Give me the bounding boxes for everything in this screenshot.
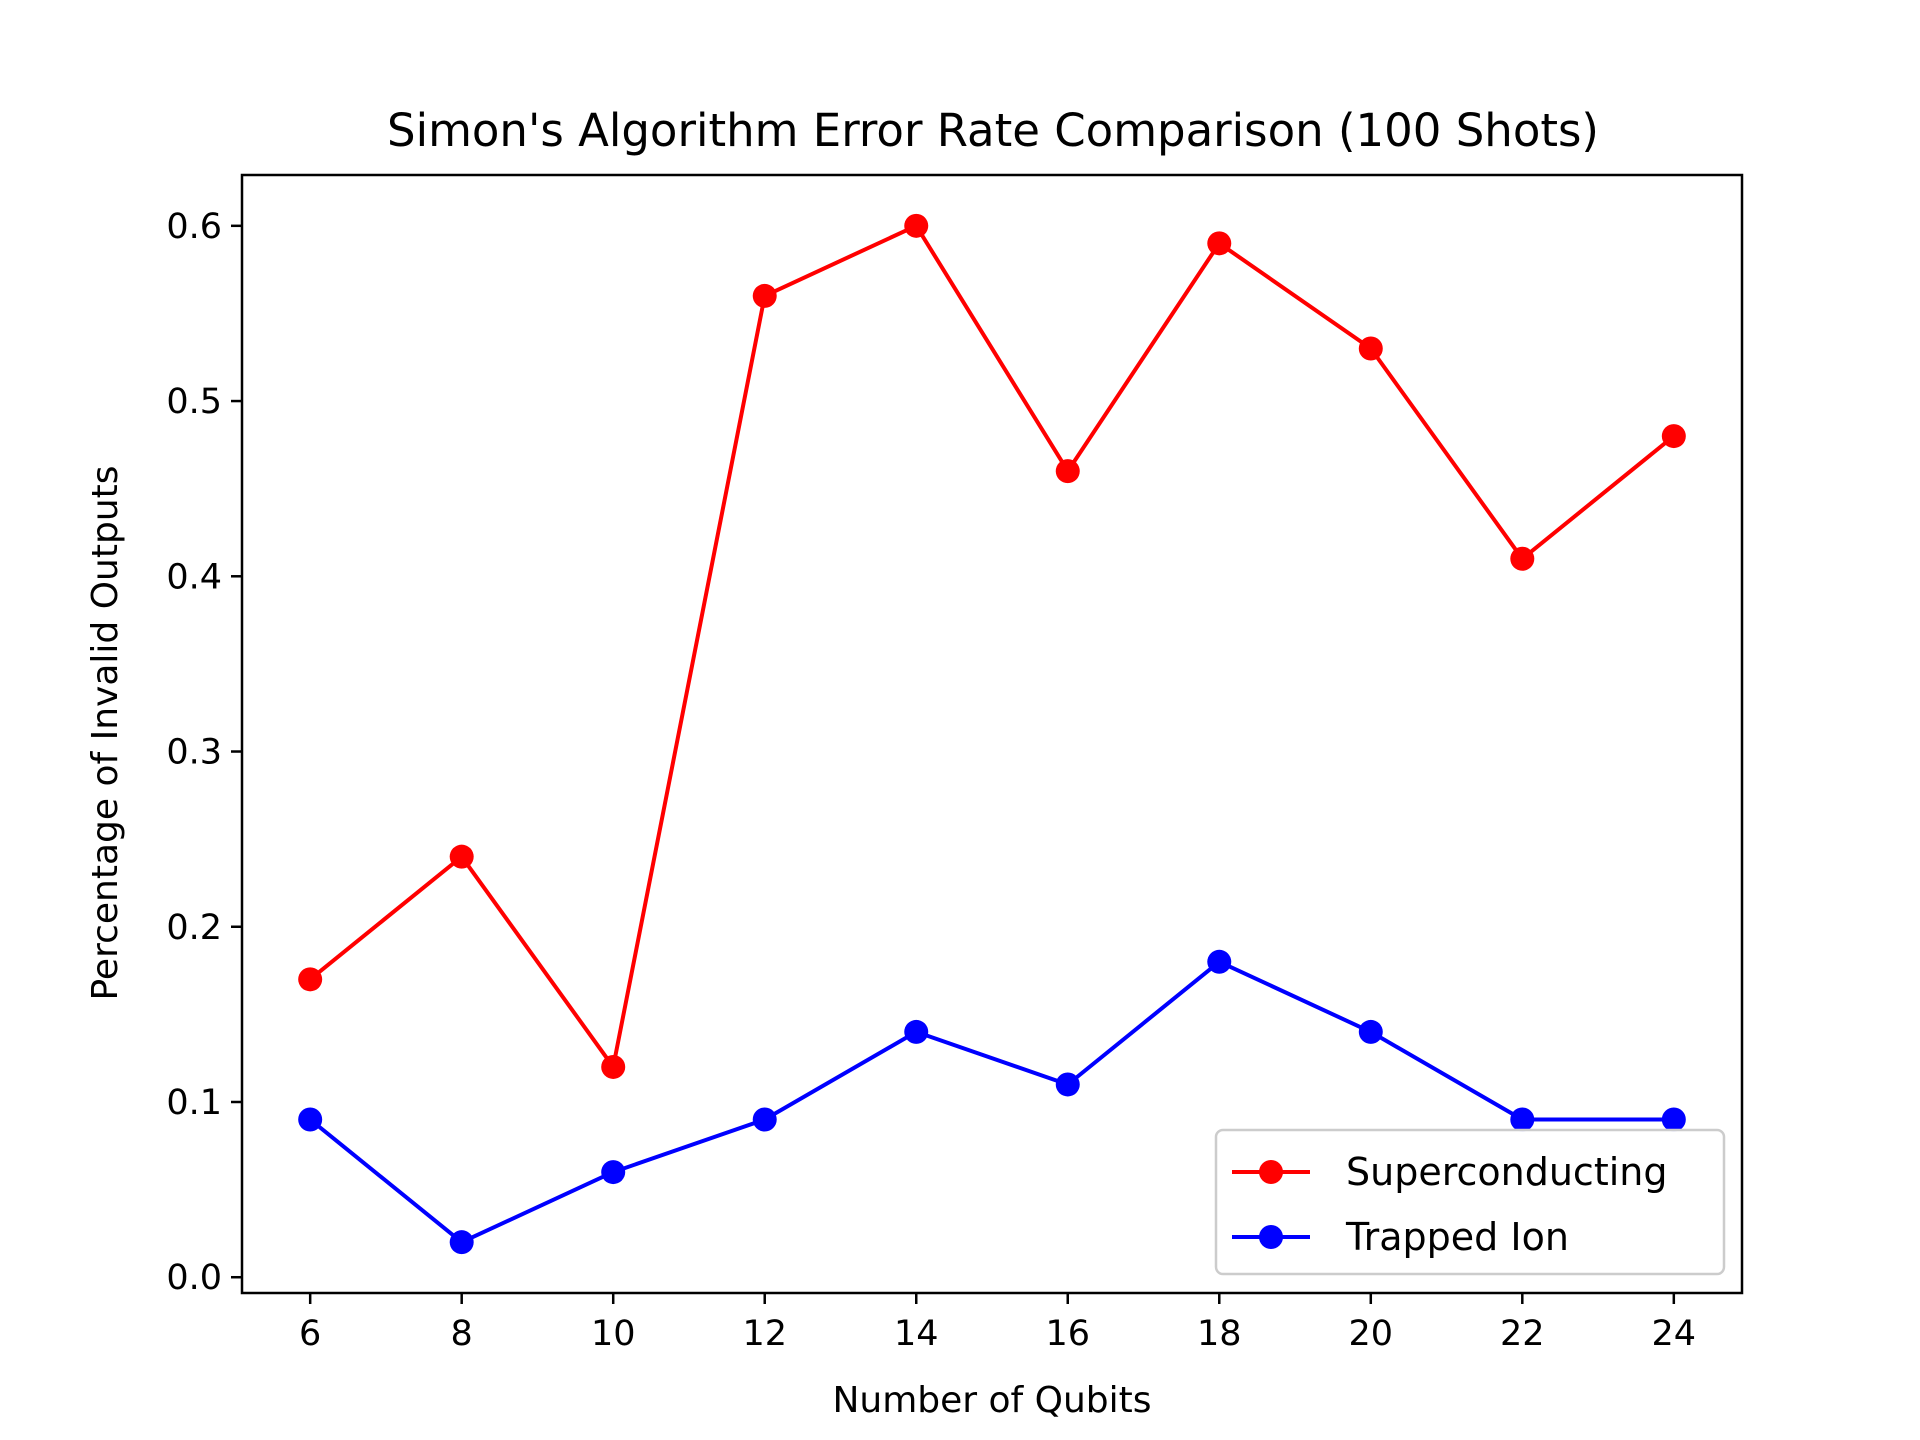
chart-title: Simon's Algorithm Error Rate Comparison … xyxy=(387,104,1599,157)
x-tick-label: 20 xyxy=(1349,1314,1394,1354)
legend-frame xyxy=(1214,1128,1726,1276)
x-tick-label: 18 xyxy=(1197,1314,1242,1354)
x-axis: 6 8 10 12 14 16 18 20 22 24 xyxy=(299,1293,1696,1354)
x-tick-label: 24 xyxy=(1652,1314,1697,1354)
series-2-point xyxy=(904,1019,929,1044)
y-axis-label: Percentage of Invalid Outputs xyxy=(85,465,126,1000)
x-tick-label: 14 xyxy=(894,1314,939,1354)
y-tick-label: 0.5 xyxy=(166,382,222,422)
series-1-point xyxy=(1661,424,1686,449)
series-2-point xyxy=(752,1107,777,1132)
x-axis-label: Number of Qubits xyxy=(832,1380,1151,1421)
series-layer xyxy=(298,213,1686,1255)
series-1-point xyxy=(904,213,929,238)
x-tick-label: 16 xyxy=(1045,1314,1090,1354)
series-line-2 xyxy=(308,959,1674,1245)
legend: Superconducting Trapped Ion xyxy=(1214,1128,1726,1276)
y-tick-label: 0.0 xyxy=(166,1258,222,1298)
x-tick-label: 12 xyxy=(742,1314,787,1354)
series-2-point xyxy=(1661,1107,1686,1132)
series-1-point xyxy=(752,283,777,308)
y-tick-label: 0.2 xyxy=(166,908,222,948)
legend-marker-2 xyxy=(1259,1225,1283,1249)
series-1-point xyxy=(449,844,474,869)
y-tick-label: 0.4 xyxy=(166,557,222,597)
series-2-point xyxy=(1055,1072,1080,1097)
legend-marker-1 xyxy=(1259,1160,1283,1184)
series-2-point xyxy=(449,1230,474,1255)
plot-area-frame xyxy=(240,173,1744,1295)
legend-label-2: Trapped Ion xyxy=(1345,1215,1569,1259)
series-1-point xyxy=(1207,231,1232,256)
series-1-point xyxy=(1358,336,1383,361)
series-2-point xyxy=(1207,949,1232,974)
x-tick-label: 10 xyxy=(591,1314,636,1354)
series-line-1 xyxy=(308,223,1676,1069)
y-axis: 0.0 0.1 0.2 0.3 0.4 0.5 0.6 xyxy=(166,207,242,1298)
series-2-point xyxy=(601,1160,626,1185)
series-2-point xyxy=(1510,1107,1535,1132)
y-tick-label: 0.1 xyxy=(166,1083,222,1123)
series-1-point xyxy=(601,1054,626,1079)
x-tick-label: 6 xyxy=(299,1314,321,1354)
series-2-point xyxy=(1358,1019,1383,1044)
series-1-point xyxy=(1510,546,1535,571)
legend-label-1: Superconducting xyxy=(1346,1150,1667,1194)
y-tick-label: 0.3 xyxy=(166,733,222,773)
series-1-point xyxy=(1055,459,1080,484)
series-1-point xyxy=(298,967,323,992)
x-tick-label: 8 xyxy=(451,1314,473,1354)
y-tick-label: 0.6 xyxy=(166,207,222,247)
series-2-point xyxy=(298,1107,323,1132)
x-tick-label: 22 xyxy=(1500,1314,1545,1354)
